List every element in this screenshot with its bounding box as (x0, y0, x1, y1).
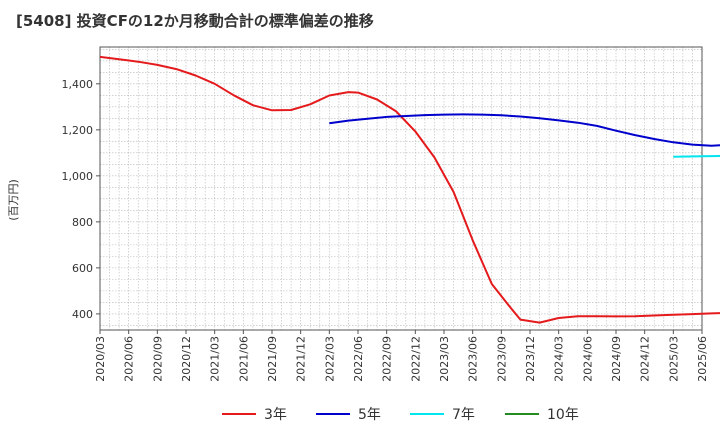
x-tick-label: 2024/09 (610, 336, 623, 382)
series-line-7年 (673, 154, 720, 158)
x-tick-label: 2021/06 (237, 336, 250, 382)
x-tick-label: 2024/03 (553, 336, 566, 382)
x-axis: 2020/03 2020/06 2020/09 2020/12 2021/03 2021/… (94, 330, 709, 382)
x-tick-label: 2022/12 (409, 336, 422, 382)
series-line-3年 (99, 55, 720, 324)
y-tick-label: 400 (72, 308, 93, 321)
x-tick-label: 2020/09 (151, 336, 164, 382)
x-tick-label: 2025/06 (696, 336, 709, 382)
x-tick-label: 2023/12 (524, 336, 537, 382)
series (99, 55, 720, 324)
legend-label: 3年 (264, 407, 287, 423)
y-tick-label: 600 (72, 262, 93, 275)
x-tick-label: 2024/06 (581, 336, 594, 382)
legend: 3年 5年 7年 10年 (222, 407, 579, 423)
x-tick-label: 2023/03 (438, 336, 451, 382)
legend-label: 5年 (358, 407, 381, 423)
grid (99, 47, 703, 330)
series-line-5年 (329, 113, 720, 147)
legend-label: 10年 (547, 407, 579, 423)
y-tick-label: 1,400 (62, 78, 94, 91)
x-tick-label: 2022/06 (352, 336, 365, 382)
x-tick-label: 2023/06 (467, 336, 480, 382)
plot-frame (99, 46, 703, 331)
x-tick-label: 2024/12 (639, 336, 652, 382)
x-tick-label: 2021/12 (295, 336, 308, 382)
x-tick-label: 2021/09 (266, 336, 279, 382)
x-tick-label: 2020/03 (94, 336, 107, 382)
x-tick-label: 2025/03 (667, 336, 680, 382)
legend-label: 7年 (452, 407, 475, 423)
y-axis-label: (百万円) (7, 179, 20, 221)
x-tick-label: 2021/03 (209, 336, 222, 382)
x-tick-label: 2020/12 (180, 336, 193, 382)
y-tick-label: 1,200 (62, 124, 94, 137)
y-tick-label: 1,000 (62, 170, 94, 183)
x-tick-label: 2023/09 (495, 336, 508, 382)
y-axis: 400 600 800 1,000 1,200 1,400 (62, 78, 100, 321)
x-tick-label: 2022/09 (381, 336, 394, 382)
chart-title: [5408] 投資CFの12か月移動合計の標準偏差の推移 (16, 12, 374, 30)
x-tick-label: 2020/06 (123, 336, 136, 382)
y-tick-label: 800 (72, 216, 93, 229)
x-tick-label: 2022/03 (323, 336, 336, 382)
